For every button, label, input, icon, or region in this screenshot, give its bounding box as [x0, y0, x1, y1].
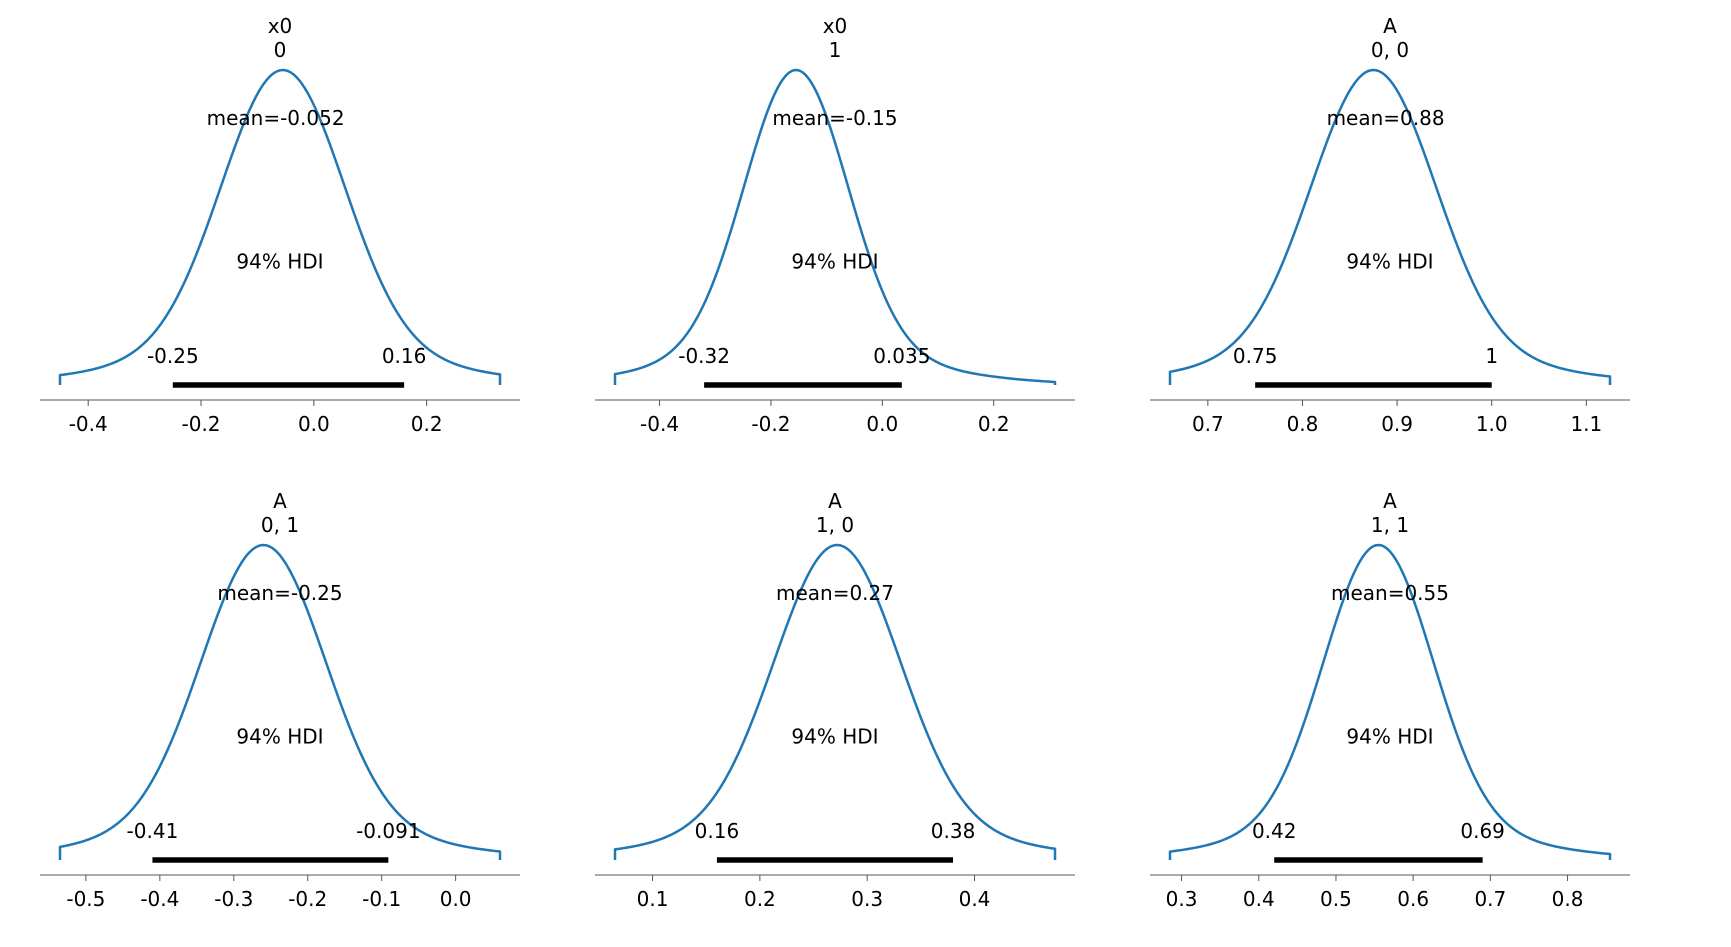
x-tick-label: 0.2 — [978, 412, 1010, 436]
x-tick-label: 0.8 — [1552, 887, 1584, 911]
x-tick-label: 0.4 — [959, 887, 991, 911]
panel-title: x0 — [823, 15, 848, 38]
panel-title: A — [1383, 490, 1397, 513]
x-tick-label: 0.7 — [1474, 887, 1506, 911]
x-tick-label: -0.4 — [140, 887, 179, 911]
x-tick-label: -0.2 — [288, 887, 327, 911]
figure: -0.4-0.20.00.2x00mean=-0.05294% HDI-0.25… — [0, 0, 1731, 947]
panel-subtitle: 1 — [829, 38, 842, 62]
hdi-low-label: 0.75 — [1233, 344, 1278, 368]
hdi-high-label: 0.16 — [382, 344, 427, 368]
mean-label: mean=0.55 — [1331, 581, 1449, 605]
x-tick-label: 0.1 — [637, 887, 669, 911]
x-tick-label: -0.4 — [640, 412, 679, 436]
x-tick-label: -0.3 — [214, 887, 253, 911]
panel-subtitle: 1, 0 — [816, 513, 854, 537]
x-tick-label: 0.9 — [1381, 412, 1413, 436]
hdi-high-label: 0.035 — [873, 344, 930, 368]
hdi-label: 94% HDI — [236, 249, 323, 273]
panel-title: A — [273, 490, 287, 513]
mean-label: mean=-0.15 — [772, 106, 897, 130]
posterior-panel: 0.7 0.8 0.9 1.0 1.1 A0, 0 mean=0.88 94% HDI 0.75… — [1140, 15, 1640, 455]
hdi-label: 94% HDI — [1346, 249, 1433, 273]
hdi-high-label: 0.38 — [931, 819, 976, 843]
x-tick-label: 1.0 — [1476, 412, 1508, 436]
posterior-panel: -0.4 -0.2 0.0 0.2 x01 mean=-0.15 94% HDI -0.32 0… — [585, 15, 1085, 455]
posterior-panel: 0.3 0.4 0.5 0.6 0.7 0.8 A1, 1 mean=0.55 94% HDI 0… — [1140, 490, 1640, 930]
hdi-high-label: 0.69 — [1460, 819, 1505, 843]
x-tick-label: -0.1 — [362, 887, 401, 911]
posterior-panel: -0.5 -0.4 -0.3 -0.2 -0.1 0.0 A0, 1 mean=-0.25 94… — [30, 490, 530, 930]
panel-subtitle: 0 — [274, 38, 287, 62]
x-tick-label: 0.3 — [851, 887, 883, 911]
panel-title: A — [1383, 15, 1397, 38]
x-tick-label: -0.5 — [66, 887, 105, 911]
x-tick-label: 0.5 — [1320, 887, 1352, 911]
hdi-low-label: 0.16 — [695, 819, 740, 843]
hdi-label: 94% HDI — [236, 724, 323, 748]
posterior-panel: 0.1 0.2 0.3 0.4 A1, 0 mean=0.27 94% HDI 0.16 0.3… — [585, 490, 1085, 930]
hdi-label: 94% HDI — [791, 724, 878, 748]
panel-title: x0 — [268, 15, 293, 38]
x-tick-label: 1.1 — [1570, 412, 1602, 436]
x-tick-label: 0.0 — [298, 412, 330, 436]
panel-subtitle: 0, 1 — [261, 513, 299, 537]
x-tick-label: -0.2 — [182, 412, 221, 436]
panel-title: A — [828, 490, 842, 513]
x-tick-label: 0.3 — [1166, 887, 1198, 911]
x-tick-label: 0.4 — [1243, 887, 1275, 911]
mean-label: mean=0.27 — [776, 581, 894, 605]
x-tick-label: 0.8 — [1287, 412, 1319, 436]
hdi-label: 94% HDI — [1346, 724, 1433, 748]
x-tick-label: 0.2 — [744, 887, 776, 911]
mean-label: mean=0.88 — [1327, 106, 1445, 130]
x-tick-label: 0.6 — [1397, 887, 1429, 911]
hdi-low-label: -0.25 — [147, 344, 199, 368]
panel-subtitle: 0, 0 — [1371, 38, 1409, 62]
x-tick-label: -0.4 — [69, 412, 108, 436]
mean-label: mean=-0.052 — [207, 106, 345, 130]
posterior-panel: -0.4 -0.2 0.0 0.2 x00 mean=-0.052 94% HDI -0.25… — [30, 15, 530, 455]
hdi-high-label: -0.091 — [356, 819, 420, 843]
x-tick-label: 0.0 — [440, 887, 472, 911]
x-tick-label: 0.0 — [866, 412, 898, 436]
mean-label: mean=-0.25 — [217, 581, 342, 605]
x-tick-label: 0.7 — [1192, 412, 1224, 436]
x-tick-label: -0.2 — [751, 412, 790, 436]
hdi-label: 94% HDI — [791, 249, 878, 273]
hdi-low-label: -0.32 — [678, 344, 730, 368]
hdi-high-label: 1 — [1485, 344, 1498, 368]
x-tick-label: 0.2 — [411, 412, 443, 436]
hdi-low-label: 0.42 — [1252, 819, 1297, 843]
hdi-low-label: -0.41 — [127, 819, 179, 843]
panel-subtitle: 1, 1 — [1371, 513, 1409, 537]
